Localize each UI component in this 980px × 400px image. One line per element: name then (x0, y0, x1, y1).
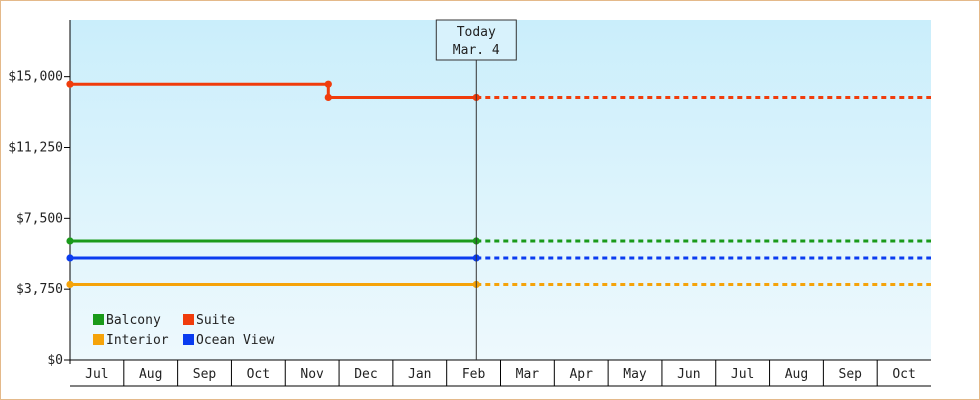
legend-label: Ocean View (196, 333, 274, 348)
legend-swatch (183, 314, 194, 325)
legend-label: Balcony (106, 313, 161, 328)
x-tick-label: Mar (516, 367, 540, 382)
legend-label: Suite (196, 313, 235, 328)
y-tick-label: $0 (47, 353, 63, 368)
today-marker: Today Mar. 4 (435, 19, 517, 360)
y-tick-label: $11,250 (8, 141, 63, 156)
x-tick-label: Sep (839, 367, 863, 382)
x-tick-label: May (623, 367, 647, 382)
legend-swatch (93, 334, 104, 345)
data-point (324, 80, 332, 88)
x-tick-label: Jul (85, 367, 108, 382)
data-point (66, 280, 74, 289)
y-tick-label: $3,750 (16, 282, 63, 297)
legend-swatch (93, 314, 104, 325)
data-point (66, 80, 74, 88)
x-tick-label: Jan (408, 367, 431, 382)
legend-label: Interior (106, 333, 169, 348)
x-tick-label: Aug (139, 367, 162, 382)
legend-swatch (183, 334, 194, 345)
y-tick-label: $7,500 (16, 211, 63, 226)
legend: Balcony Suite Interior Ocean View (93, 313, 274, 348)
x-tick-label: Dec (354, 367, 377, 382)
x-tick-label: Aug (785, 367, 808, 382)
data-point (66, 237, 74, 245)
x-tick-label: Oct (892, 367, 915, 382)
x-axis: Jul Aug Sep Oct Nov Dec Jan Feb Mar Apr May Jun Jul A… (70, 359, 931, 387)
x-tick-label: Apr (569, 367, 593, 382)
x-tick-label: Jun (677, 367, 700, 382)
y-tick-label: $15,000 (8, 70, 63, 85)
data-point (66, 254, 74, 262)
plot-area (70, 20, 931, 360)
series-group (66, 80, 931, 289)
data-point (324, 93, 332, 102)
x-tick-label: Oct (247, 367, 270, 382)
today-date: Mar. 4 (453, 43, 500, 58)
series-line (70, 82, 477, 99)
today-label-box (435, 19, 517, 61)
x-tick-label: Jul (731, 367, 754, 382)
x-tick-label: Feb (462, 367, 486, 382)
today-label: Today (457, 25, 496, 40)
y-axis: $0 $3,750 $7,500 $11,250 $15,000 (8, 20, 71, 368)
x-tick-label: Nov (300, 367, 324, 382)
x-tick-label: Sep (193, 367, 217, 382)
